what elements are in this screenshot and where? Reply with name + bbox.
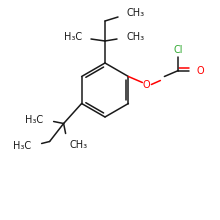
Text: CH₃: CH₃ bbox=[126, 8, 144, 18]
Text: O: O bbox=[143, 79, 150, 90]
Text: Cl: Cl bbox=[174, 44, 183, 55]
Text: CH₃: CH₃ bbox=[70, 139, 88, 150]
Text: H₃C: H₃C bbox=[26, 114, 44, 125]
Text: O: O bbox=[196, 66, 204, 75]
Text: H₃C: H₃C bbox=[13, 141, 32, 150]
Text: H₃C: H₃C bbox=[64, 32, 82, 42]
Text: CH₃: CH₃ bbox=[126, 32, 144, 42]
